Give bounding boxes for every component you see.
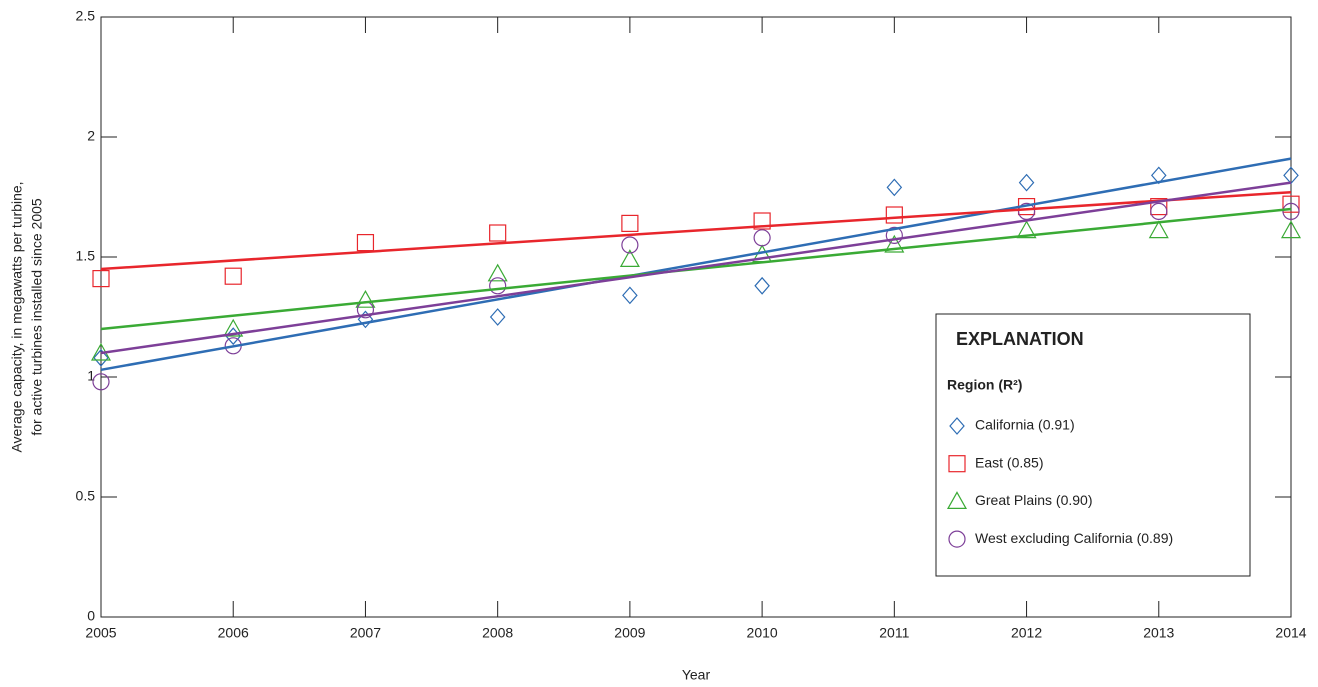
y-tick-label: 0: [87, 608, 95, 624]
y-tick-label: 1.5: [76, 248, 96, 264]
marker: [356, 234, 375, 252]
marker: [885, 206, 903, 224]
marker: [92, 373, 110, 391]
marker: [1018, 173, 1035, 192]
legend-box: [935, 313, 1251, 577]
trend-line: [100, 181, 1292, 355]
y-tick-label: 2: [87, 128, 95, 144]
x-tick-label: 2011: [879, 625, 909, 641]
legend-label: West excluding California (0.89): [975, 530, 1173, 546]
y-axis-label: Average capacity, in megawatts per turbi…: [9, 181, 25, 452]
x-tick-label: 2014: [1275, 625, 1306, 641]
x-axis-label: Year: [682, 667, 711, 683]
x-tick-label: 2006: [218, 625, 249, 641]
marker: [223, 318, 244, 337]
plot-frame: [100, 16, 1292, 618]
marker: [92, 270, 110, 288]
y-tick-label: 2.5: [76, 8, 96, 24]
marker: [1282, 195, 1300, 213]
marker: [754, 276, 770, 295]
marker: [489, 308, 506, 326]
trend-line: [100, 190, 1292, 271]
x-tick-label: 2007: [350, 625, 381, 641]
legend-marker: [946, 491, 968, 509]
legend-title: EXPLANATION: [956, 329, 1084, 349]
legend-marker: [948, 530, 966, 548]
marker: [622, 286, 638, 305]
marker: [1148, 220, 1169, 239]
legend-label: California (0.91): [975, 417, 1075, 433]
marker: [1016, 220, 1037, 239]
legend-label: East (0.85): [975, 454, 1043, 470]
marker: [753, 229, 771, 247]
y-axis-label: for active turbines installed since 2005: [29, 198, 45, 436]
legend-marker: [948, 455, 966, 473]
marker: [886, 178, 903, 197]
marker: [1150, 166, 1167, 185]
marker: [885, 226, 903, 244]
marker: [224, 267, 242, 285]
marker: [619, 249, 640, 267]
marker: [1150, 198, 1168, 216]
x-tick-label: 2009: [614, 625, 645, 641]
marker: [1280, 220, 1302, 239]
legend-subtitle: Region (R²): [947, 377, 1022, 393]
marker: [487, 263, 508, 282]
x-tick-label: 2013: [1143, 625, 1174, 641]
marker: [93, 348, 109, 367]
marker: [355, 289, 376, 308]
marker: [489, 277, 507, 295]
marker: [753, 212, 771, 230]
legend-marker: [949, 417, 965, 435]
marker: [489, 224, 507, 242]
marker: [1150, 202, 1168, 220]
x-tick-label: 2008: [482, 625, 513, 641]
marker: [621, 236, 639, 254]
x-tick-label: 2010: [747, 625, 778, 641]
x-tick-label: 2005: [85, 625, 116, 641]
trend-line: [100, 157, 1292, 372]
y-tick-label: 0.5: [76, 488, 96, 504]
y-tick-label: 1: [87, 368, 95, 384]
marker: [621, 214, 639, 232]
marker: [884, 234, 905, 253]
legend-label: Great Plains (0.90): [975, 492, 1093, 508]
x-tick-label: 2012: [1011, 625, 1042, 641]
marker: [1282, 202, 1300, 220]
